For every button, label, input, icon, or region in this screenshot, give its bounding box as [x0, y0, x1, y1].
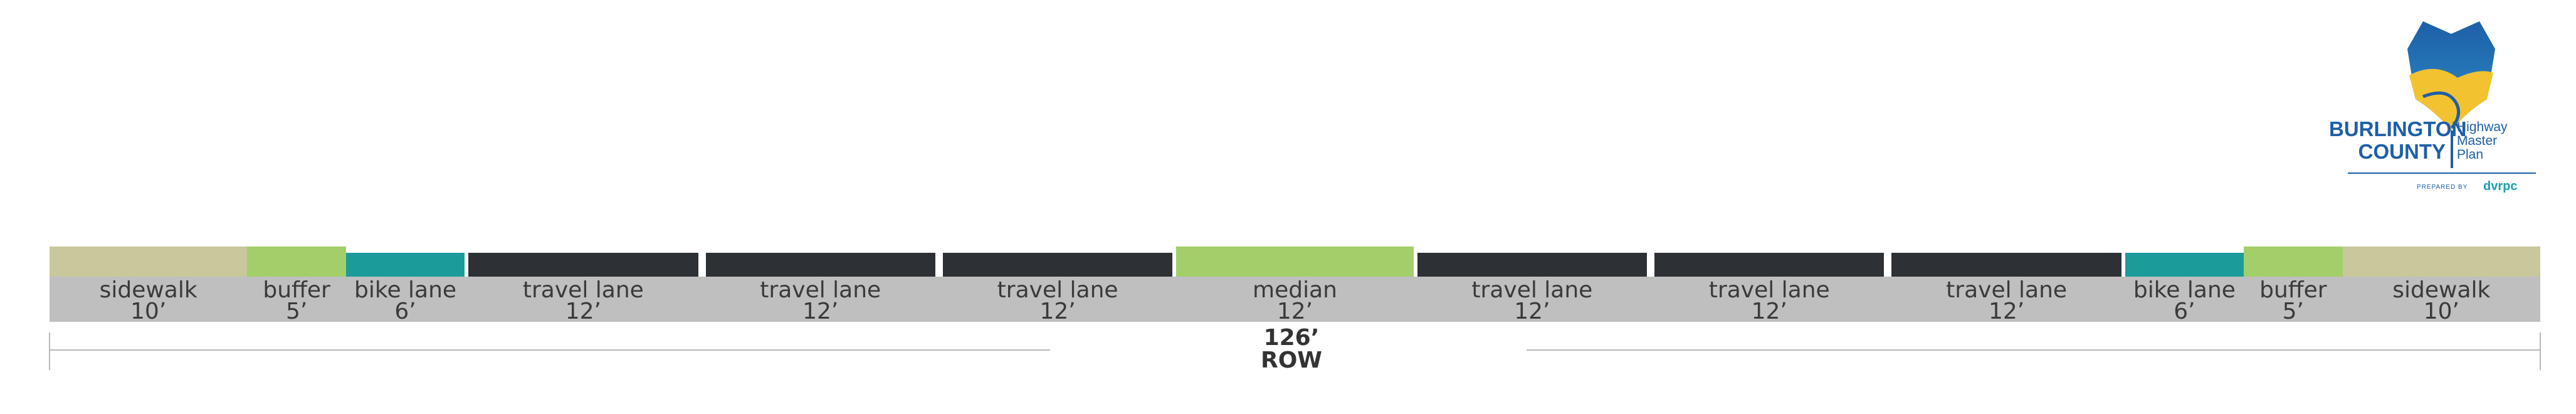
segment-label: bike lane 6’	[2125, 277, 2244, 324]
logo-sub-line3: Plan	[2457, 147, 2484, 162]
segment-surface	[1654, 253, 1885, 277]
shield-icon	[2348, 21, 2536, 174]
row-right-line	[1527, 349, 2540, 351]
segment-label: travel lane 12’	[1651, 277, 1888, 324]
logo-sub-line2: Master	[2457, 134, 2498, 148]
logo-sub-line1: Highway	[2457, 120, 2508, 134]
segment-sidewalk: sidewalk 10’	[2342, 247, 2540, 324]
segment-name: buffer	[263, 277, 330, 303]
segment-surface	[942, 253, 1173, 277]
row-label: ROW	[1260, 348, 1323, 373]
segment-name: bike lane	[2133, 277, 2236, 303]
segment-surface	[705, 253, 935, 277]
segment-travel-lane: travel lane 12’	[465, 247, 702, 324]
segment-name: sidewalk	[99, 277, 197, 303]
segment-travel-lane: travel lane 12’	[938, 247, 1177, 324]
segment-width: 10’	[2423, 299, 2459, 324]
segment-buffer: buffer 5’	[247, 247, 346, 324]
segment-label: travel lane 12’	[1888, 277, 2125, 324]
segment-width: 12’	[1988, 299, 2025, 324]
segment-surface	[247, 247, 346, 277]
segment-buffer: buffer 5’	[2244, 247, 2343, 324]
segment-label: travel lane 12’	[465, 277, 702, 324]
segment-surface	[468, 253, 698, 277]
segment-name: travel lane	[1708, 277, 1830, 303]
segment-name: travel lane	[997, 277, 1118, 303]
segment-width: 12’	[1514, 299, 1550, 324]
logo-prepared-by: PREPARED BY	[2417, 184, 2468, 191]
segment-width: 12’	[1276, 299, 1313, 324]
segment-surface	[345, 253, 465, 277]
segment-name: sidewalk	[2392, 277, 2491, 303]
segment-name: travel lane	[1471, 277, 1593, 303]
segment-label: median 12’	[1176, 277, 1414, 324]
segment-travel-lane: travel lane 12’	[702, 247, 939, 324]
segment-name: travel lane	[522, 277, 644, 303]
segment-label: sidewalk 10’	[50, 277, 248, 324]
segment-surface	[50, 247, 248, 277]
logo-title-line2: COUNTY	[2358, 140, 2446, 163]
segment-label: buffer 5’	[247, 277, 346, 324]
segment-width: 12’	[1039, 299, 1076, 324]
segment-width: 6’	[2174, 299, 2195, 324]
segment-name: median	[1253, 277, 1337, 303]
segment-label: sidewalk 10’	[2342, 277, 2540, 324]
segment-travel-lane: travel lane 12’	[1651, 247, 1888, 324]
segment-label: bike lane 6’	[345, 277, 465, 324]
segment-bike-lane: bike lane 6’	[2125, 247, 2244, 324]
row-left-line	[50, 349, 1050, 351]
segment-width: 10’	[130, 299, 167, 324]
segment-travel-lane: travel lane 12’	[1413, 247, 1651, 324]
segment-bike-lane: bike lane 6’	[345, 247, 465, 324]
segment-width: 12’	[1751, 299, 1787, 324]
segment-surface	[1176, 247, 1414, 277]
logo-dvrpc: dvrpc	[2483, 179, 2518, 193]
segment-label: buffer 5’	[2244, 277, 2343, 324]
segment-width: 6’	[394, 299, 416, 324]
segment-median: median 12’	[1176, 247, 1414, 324]
segment-surface	[1891, 253, 2121, 277]
segment-width: 5’	[285, 299, 308, 324]
segment-surface	[1417, 253, 1648, 277]
segment-width: 12’	[565, 299, 601, 324]
burlington-county-logo: BURLINGTON COUNTY Highway Master Plan PR…	[2329, 18, 2542, 206]
segment-label: travel lane 12’	[938, 277, 1177, 324]
logo-title-line1: BURLINGTON	[2329, 117, 2467, 141]
segment-name: travel lane	[1946, 277, 2068, 303]
row-width-label: 126’	[1263, 325, 1320, 351]
row-left-tick	[49, 332, 50, 370]
segment-name: bike lane	[354, 277, 457, 303]
segment-sidewalk: sidewalk 10’	[50, 247, 248, 324]
segment-surface	[2244, 247, 2343, 277]
segment-label: travel lane 12’	[702, 277, 939, 324]
segment-label: travel lane 12’	[1413, 277, 1651, 324]
segment-width: 12’	[802, 299, 839, 324]
segment-width: 5’	[2282, 299, 2305, 324]
segment-surface	[2125, 253, 2244, 277]
segment-name: travel lane	[760, 277, 881, 303]
segment-travel-lane: travel lane 12’	[1888, 247, 2125, 324]
row-right-tick	[2540, 332, 2541, 370]
segment-name: buffer	[2259, 277, 2327, 303]
segment-surface	[2342, 247, 2540, 277]
